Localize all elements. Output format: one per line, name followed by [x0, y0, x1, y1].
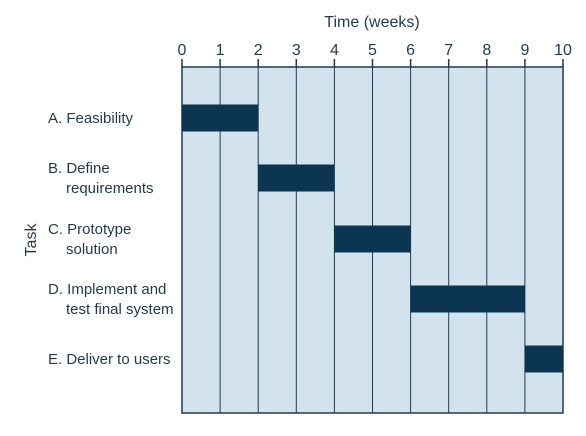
task-label: solution: [66, 241, 118, 258]
x-tick-label: 6: [406, 42, 415, 59]
task-label: C. Prototype: [48, 221, 131, 238]
x-tick-label: 1: [216, 42, 225, 59]
x-tick-label: 9: [520, 42, 529, 59]
task-label: D. Implement and: [48, 281, 166, 298]
x-tick-label: 10: [554, 42, 572, 59]
x-tick-label: 4: [330, 42, 339, 59]
x-tick-label: 7: [444, 42, 453, 59]
task-bar: [182, 104, 259, 132]
x-tick-label: 2: [254, 42, 263, 59]
task-bar: [410, 285, 525, 313]
y-axis-title: Task: [23, 223, 40, 257]
task-label: requirements: [66, 180, 154, 197]
task-label: E. Deliver to users: [48, 351, 171, 368]
task-label: test final system: [66, 301, 174, 318]
x-tick-label: 0: [178, 42, 187, 59]
x-tick-label: 8: [482, 42, 491, 59]
x-tick-label: 3: [292, 42, 301, 59]
task-bar: [524, 345, 563, 373]
task-bar: [334, 225, 411, 253]
x-tick-label: 5: [368, 42, 377, 59]
task-label: A. Feasibility: [48, 110, 134, 127]
task-bar: [258, 164, 335, 192]
x-axis-title: Time (weeks): [324, 14, 419, 31]
task-label: B. Define: [48, 160, 110, 177]
